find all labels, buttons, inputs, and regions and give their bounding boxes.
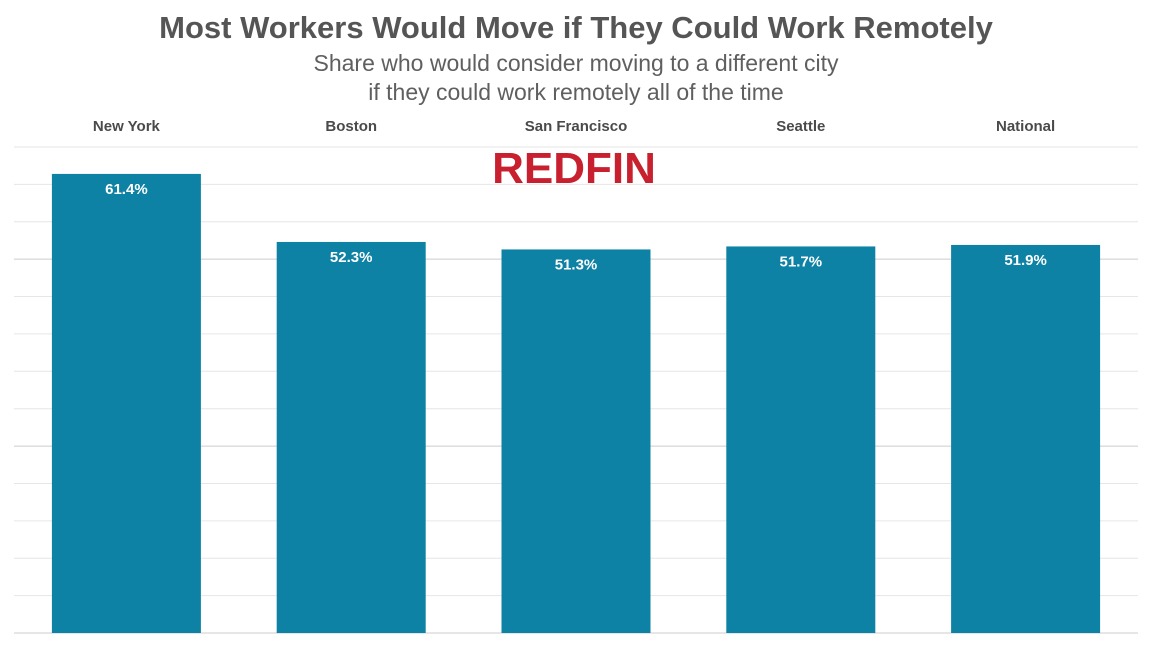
bar-san-francisco (501, 249, 651, 634)
category-label: New York (93, 118, 161, 135)
category-label: National (996, 118, 1055, 135)
redfin-logo: REDFIN (492, 144, 656, 193)
bars (51, 173, 1101, 634)
bar-new-york (51, 173, 201, 633)
chart-subtitle-line-1: Share who would consider moving to a dif… (313, 50, 839, 76)
value-label: 51.3% (555, 256, 598, 273)
category-label: San Francisco (525, 118, 628, 135)
value-label: 52.3% (330, 249, 373, 266)
category-label: Seattle (776, 118, 825, 135)
value-label: 61.4% (105, 181, 148, 198)
chart-title: Most Workers Would Move if They Could Wo… (159, 10, 993, 45)
chart-subtitle-line-2: if they could work remotely all of the t… (368, 79, 784, 105)
bar-seattle (726, 246, 876, 634)
value-label: 51.9% (1004, 252, 1047, 269)
value-labels: 61.4% 52.3% 51.3% 51.7% 51.9% (105, 181, 1047, 274)
bar-boston (276, 241, 426, 634)
value-label: 51.7% (780, 253, 823, 270)
bar-national (951, 244, 1101, 633)
category-labels: New York Boston San Francisco Seattle Nation… (93, 118, 1055, 135)
category-label: Boston (325, 118, 377, 135)
